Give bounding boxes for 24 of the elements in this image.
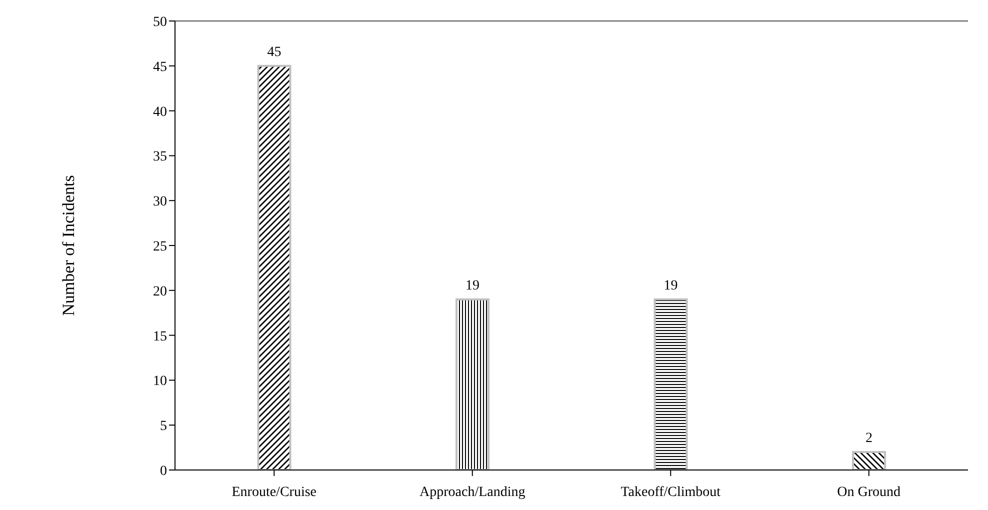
data-label: 19 xyxy=(664,278,678,294)
y-tick-label: 15 xyxy=(153,329,167,344)
x-tick-label: Approach/Landing xyxy=(420,484,526,500)
y-tick-label: 20 xyxy=(153,284,167,300)
bar xyxy=(456,298,490,470)
x-tick-label: Takeoff/Climbout xyxy=(620,484,721,500)
data-label: 45 xyxy=(267,44,282,60)
y-tick-label: 10 xyxy=(153,374,167,390)
y-tick-label: 0 xyxy=(160,464,167,479)
bar xyxy=(852,451,886,470)
x-tick-label: Enroute/Cruise xyxy=(232,484,317,500)
y-tick-label: 30 xyxy=(153,194,167,210)
x-tick-label: On Ground xyxy=(837,484,901,500)
y-tick-label: 50 xyxy=(153,14,167,30)
y-tick-label: 45 xyxy=(153,60,167,75)
bar xyxy=(257,64,292,470)
y-tick-label: 40 xyxy=(153,104,167,120)
y-axis-title: Number of Incidents xyxy=(59,175,78,316)
y-tick-label: 35 xyxy=(153,150,167,165)
y-tick-label: 25 xyxy=(153,239,167,254)
data-label: 19 xyxy=(466,278,480,294)
data-label: 2 xyxy=(866,431,873,446)
bar xyxy=(654,298,688,470)
y-tick-label: 5 xyxy=(160,419,167,434)
